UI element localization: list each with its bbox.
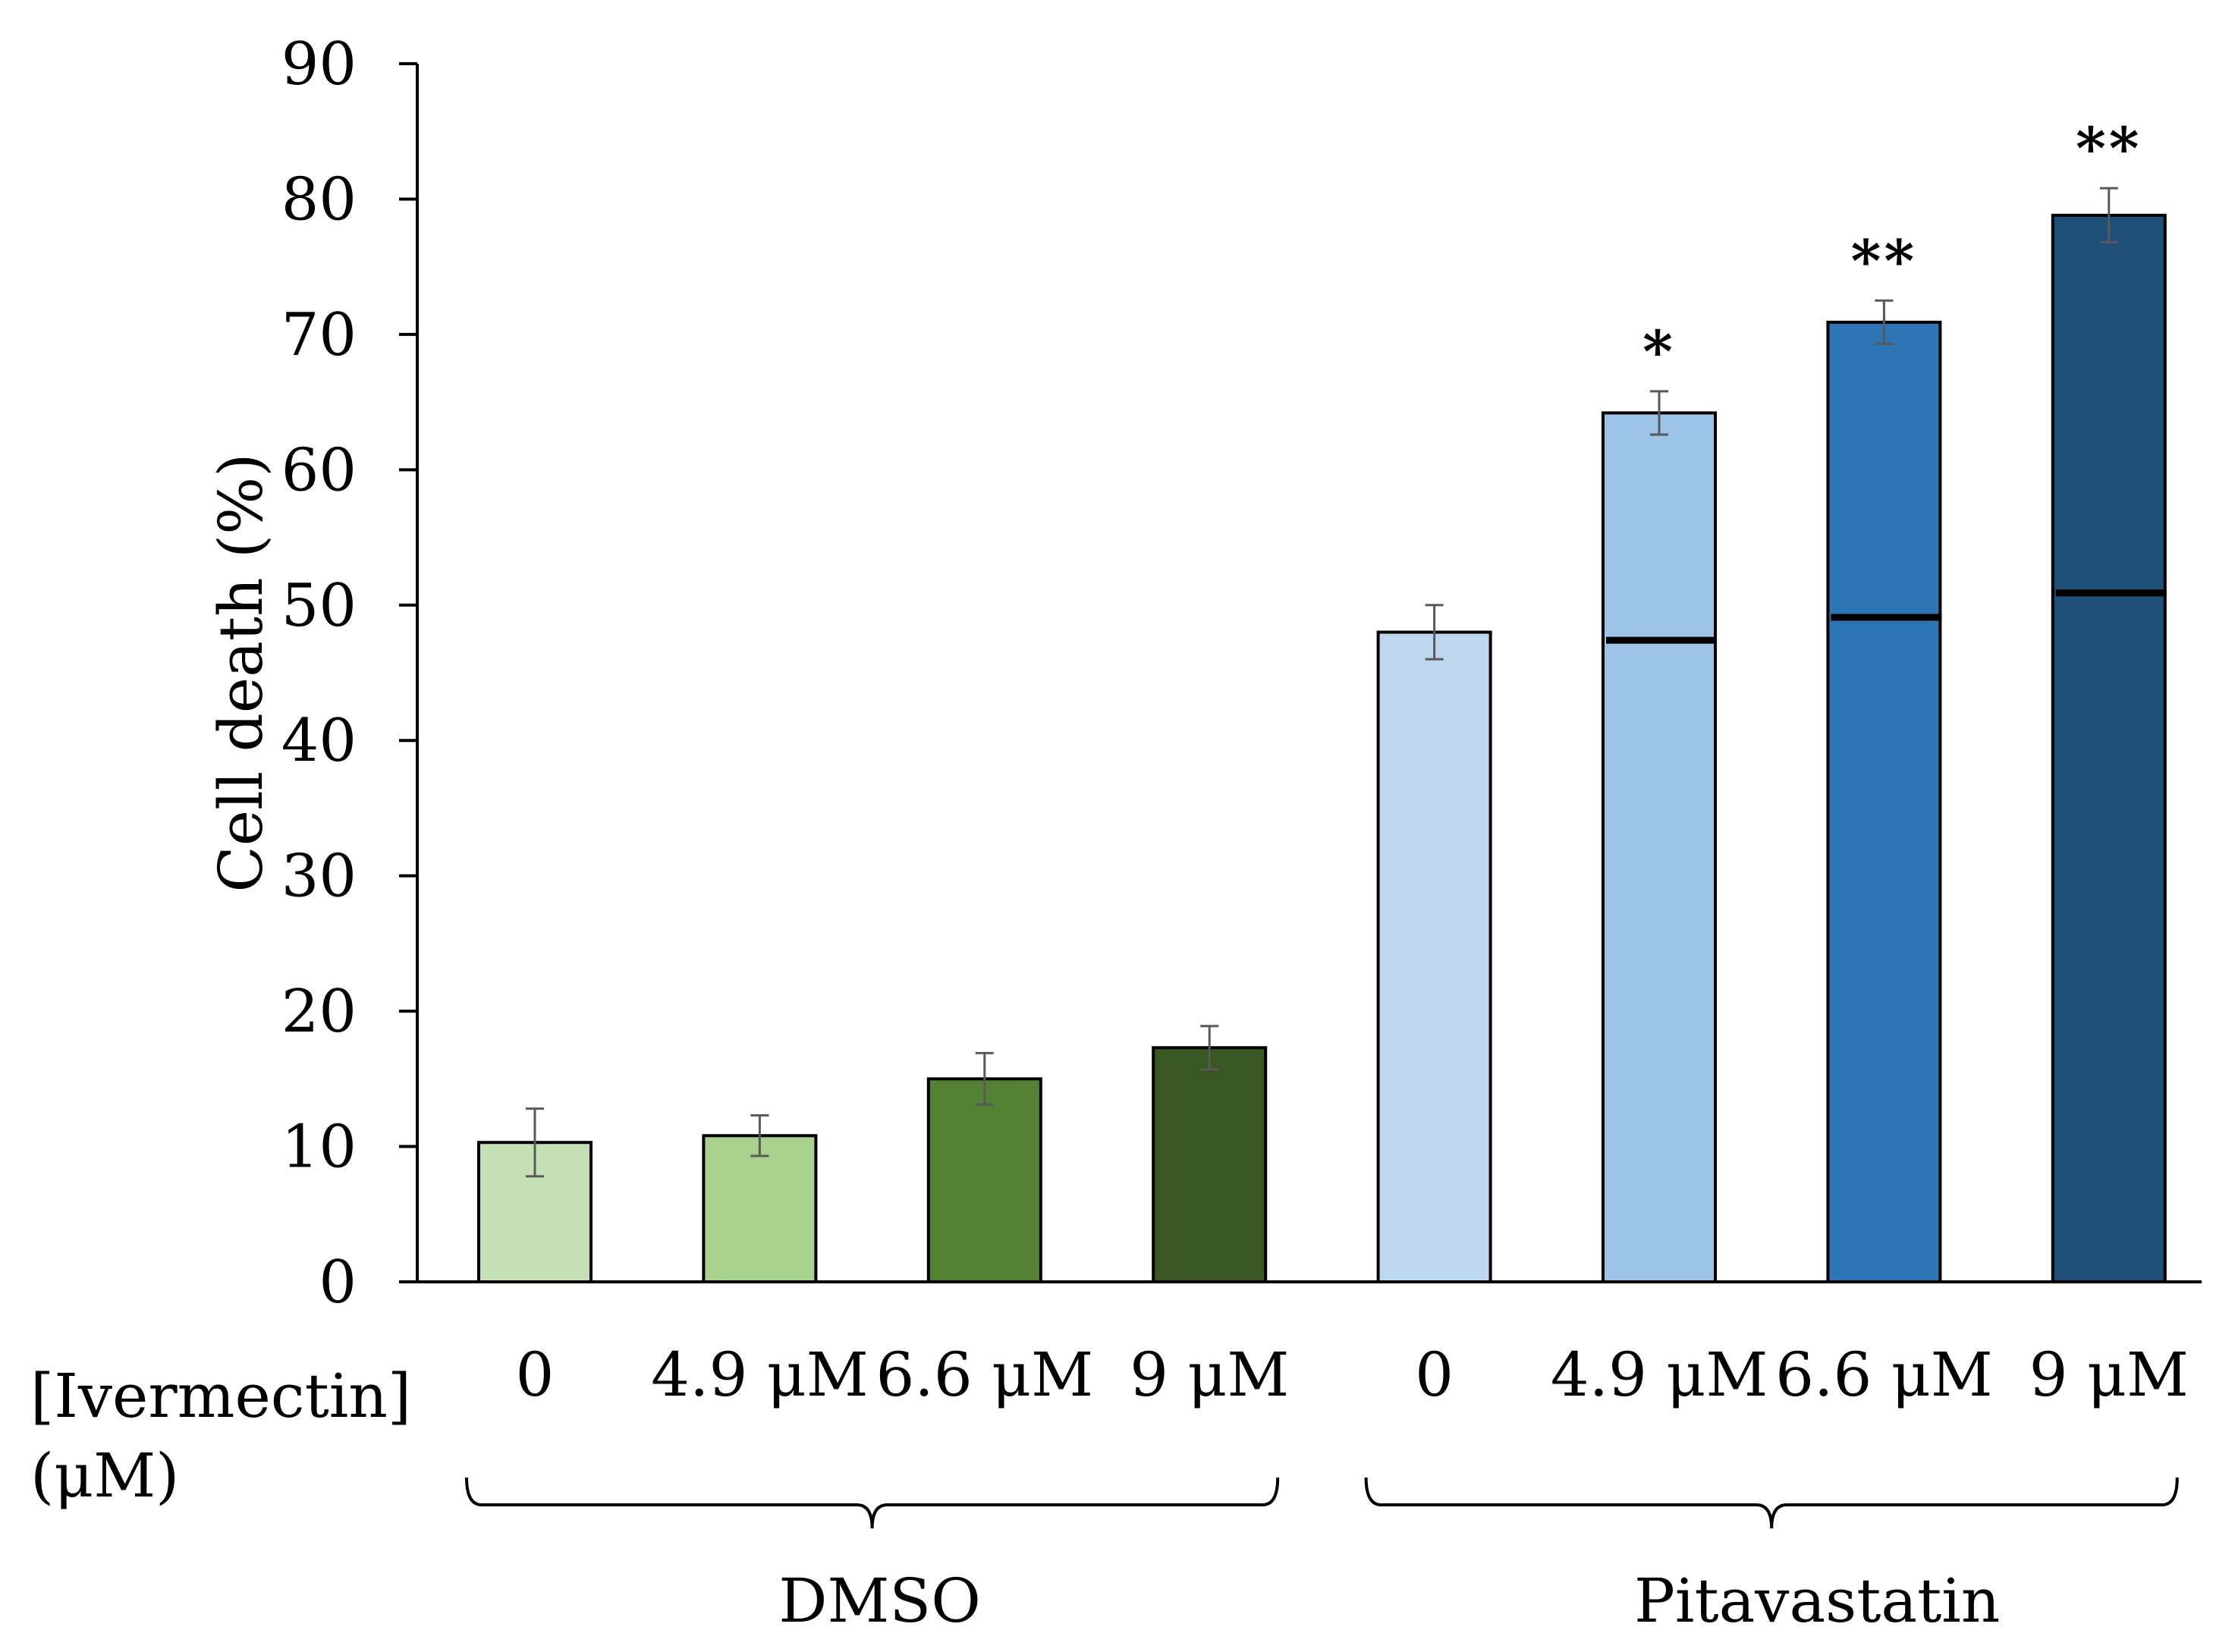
group-brace [1364, 1477, 2179, 1529]
bar [1602, 411, 1717, 1283]
y-axis-ticks: 0 10 20 30 40 50 60 70 80 90 [281, 30, 417, 1317]
significance-marker: ** [1851, 227, 1918, 294]
category-label: 4.9 μM [651, 1340, 869, 1410]
y-tick-label: 80 [281, 165, 357, 234]
category-label: 9 μM [2029, 1340, 2189, 1410]
bar [926, 1077, 1042, 1284]
category-labels: 0 4.9 μM 6.6 μM 9 μM 0 4.9 μM 6.6 μM 9 μM [516, 1340, 2189, 1410]
error-bars [526, 187, 2118, 1178]
y-tick-label: 70 [281, 301, 357, 369]
group-label: DMSO [778, 1566, 980, 1636]
category-label: 4.9 μM [1551, 1340, 1768, 1410]
category-label: 0 [1415, 1340, 1454, 1410]
group-label: Pitavastatin [1634, 1566, 2000, 1636]
reference-lines [1606, 589, 2167, 644]
y-tick-label: 20 [281, 978, 357, 1046]
category-label: 6.6 μM [876, 1340, 1094, 1410]
group-brackets: DMSO Pitavastatin [465, 1477, 2179, 1636]
bar [1152, 1046, 1268, 1284]
significance-marker: ** [2076, 115, 2142, 182]
bar [2051, 213, 2167, 1283]
bars [477, 213, 2167, 1284]
bar [1376, 630, 1492, 1283]
category-label: 9 μM [1130, 1340, 1289, 1410]
bar [702, 1134, 818, 1284]
y-tick-label: 0 [319, 1248, 357, 1317]
bar [1826, 320, 1942, 1284]
y-tick-label: 90 [281, 30, 357, 99]
y-tick-label: 10 [281, 1113, 357, 1182]
x-axis-label-line1: [Ivermectin] [30, 1361, 411, 1431]
y-tick-label: 50 [281, 572, 357, 640]
group-brace [465, 1477, 1280, 1529]
x-axis-label-line2: (μM) [30, 1440, 179, 1511]
y-tick-label: 40 [281, 707, 357, 775]
y-axis-label: Cell death (%) [206, 454, 276, 893]
category-label: 0 [516, 1340, 555, 1410]
category-label: 6.6 μM [1775, 1340, 1993, 1410]
y-tick-label: 30 [281, 843, 357, 911]
significance-markers: ***** [1642, 115, 2142, 385]
y-tick-label: 60 [281, 436, 357, 504]
significance-marker: * [1642, 318, 1676, 385]
